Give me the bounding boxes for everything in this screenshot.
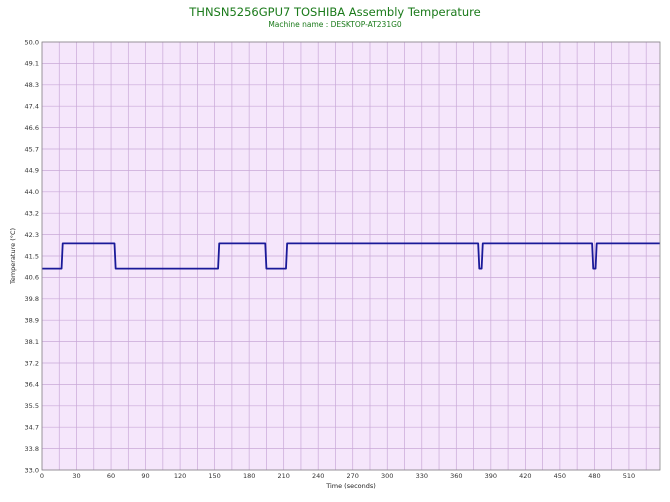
y-tick-label: 44.0 [25,188,39,196]
y-tick-label: 33.8 [25,445,39,453]
y-tick-label: 47.4 [25,103,39,111]
temperature-series-line [42,242,660,270]
y-tick-label: 42.3 [25,231,39,239]
y-tick-label: 45.7 [25,145,39,153]
x-tick-label: 120 [174,472,186,480]
x-axis-ticks: 0 30 60 90 120 150 180 210 240 270 300 330 360 390 420… [40,472,635,480]
x-tick-label: 60 [107,472,115,480]
x-tick-label: 30 [72,472,80,480]
y-axis-ticks: 50.0 49.1 48.3 47.4 46.6 45.7 44.9 44.0 43.2 42.3… [25,38,39,474]
x-tick-label: 450 [554,472,566,480]
x-tick-label: 510 [623,472,635,480]
x-tick-label: 270 [347,472,359,480]
y-tick-label: 33.0 [25,466,39,474]
y-tick-label: 38.1 [25,338,39,346]
x-tick-label: 330 [416,472,428,480]
x-tick-label: 210 [277,472,289,480]
y-tick-label: 38.9 [25,317,39,325]
y-tick-label: 39.8 [25,295,39,303]
x-tick-label: 420 [519,472,531,480]
chart-subtitle: Machine name : DESKTOP-AT231G0 [268,20,402,29]
y-tick-label: 46.6 [25,124,39,132]
grid-lines [41,41,660,471]
y-tick-label: 34.7 [25,424,39,432]
chart-title: THNSN5256GPU7 TOSHIBA Assembly Temperatu… [188,5,480,19]
y-tick-label: 50.0 [25,38,39,46]
y-tick-label: 44.9 [25,167,39,175]
x-tick-label: 240 [312,472,324,480]
y-tick-label: 43.2 [25,210,39,218]
y-tick-label: 41.5 [25,252,39,260]
x-tick-label: 300 [381,472,393,480]
x-tick-label: 180 [243,472,255,480]
y-tick-label: 48.3 [25,81,39,89]
x-tick-label: 390 [485,472,497,480]
x-axis-label: Time (seconds) [325,482,376,490]
y-tick-label: 36.4 [25,381,39,389]
plot-border [41,41,661,471]
y-tick-label: 49.1 [25,60,39,68]
x-tick-label: 90 [141,472,149,480]
x-tick-label: 480 [588,472,600,480]
x-tick-label: 150 [208,472,220,480]
x-tick-label: 360 [450,472,462,480]
y-tick-label: 40.6 [25,274,39,282]
x-tick-label: 0 [40,472,44,480]
y-tick-label: 37.2 [25,359,39,367]
y-tick-label: 35.5 [25,402,39,410]
y-axis-label: Temperature (°C) [9,228,17,285]
